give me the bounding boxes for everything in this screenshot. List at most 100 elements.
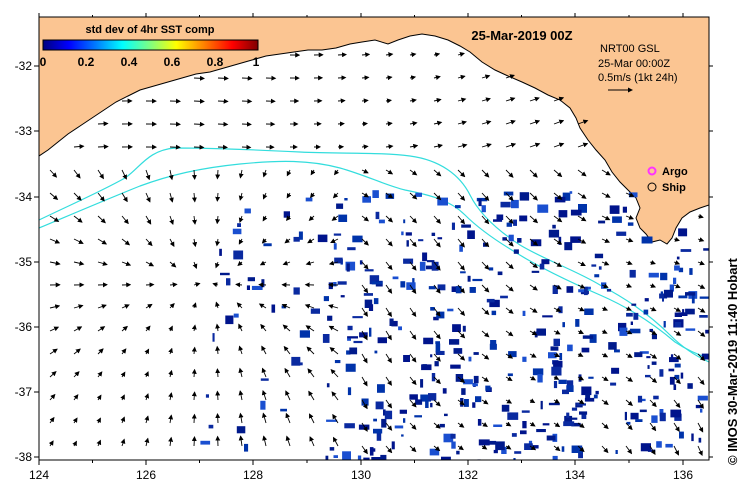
current-arrow [385, 169, 394, 175]
sst-patch [329, 447, 335, 451]
sst-patch [493, 219, 503, 222]
sst-patch [298, 231, 303, 240]
current-arrow [145, 169, 151, 181]
sst-patch [246, 285, 250, 290]
current-arrow [457, 261, 465, 271]
current-arrow [49, 393, 56, 401]
current-arrow [238, 412, 244, 424]
sst-patch [558, 306, 563, 314]
current-arrow [385, 52, 394, 58]
current-arrow [577, 215, 587, 222]
current-arrow [262, 435, 268, 447]
current-arrow [385, 215, 394, 223]
sst-patch [369, 327, 372, 337]
current-arrow [529, 238, 539, 246]
current-arrow [625, 283, 633, 288]
current-arrow [361, 98, 369, 104]
current-arrow [168, 369, 174, 378]
sst-patch [685, 292, 696, 296]
sst-patch [598, 220, 606, 224]
sst-patch [333, 233, 342, 236]
y-tick-label: -36 [15, 320, 33, 334]
current-arrow [144, 393, 150, 401]
sst-patch [548, 402, 560, 406]
current-arrows [48, 52, 706, 457]
sst-patch [503, 191, 514, 196]
sst-patch [391, 320, 398, 327]
sst-patch [513, 219, 517, 226]
sst-patch [546, 435, 556, 441]
current-arrow [193, 121, 205, 127]
sst-patch [455, 286, 462, 294]
current-arrow [553, 375, 560, 380]
sst-patch [608, 342, 617, 350]
sst-patch [451, 222, 455, 230]
current-arrow [433, 261, 441, 271]
current-arrow [481, 192, 490, 202]
sst-patch [363, 457, 370, 460]
current-arrow [457, 238, 465, 248]
sst-patch [508, 234, 514, 242]
current-arrow [481, 307, 490, 315]
sst-patch [553, 338, 560, 346]
current-arrow [529, 142, 541, 148]
sst-patch [659, 412, 666, 422]
sst-patch [237, 223, 241, 227]
sst-patch [598, 266, 602, 270]
current-arrow [144, 415, 150, 424]
sst-patch [472, 278, 483, 282]
current-arrow [553, 284, 562, 290]
current-arrow [169, 302, 175, 309]
sst-patch [226, 278, 231, 286]
current-arrow [505, 74, 515, 79]
sst-patch [380, 454, 387, 460]
current-arrow [601, 422, 609, 430]
current-arrow [673, 307, 682, 312]
sst-patch [460, 271, 466, 274]
sst-patch [629, 269, 636, 278]
current-arrow [215, 192, 221, 202]
current-arrow [308, 390, 315, 401]
current-arrow [529, 398, 536, 403]
current-arrow [73, 348, 81, 355]
current-arrow [361, 284, 369, 294]
sst-patch [399, 409, 407, 414]
current-arrow [649, 330, 657, 335]
sst-patch [581, 386, 592, 396]
current-arrow [385, 98, 392, 104]
current-arrow [238, 238, 244, 245]
sst-patch [670, 409, 682, 418]
current-arrow [145, 215, 152, 225]
sst-patch [481, 205, 486, 213]
sst-patch [689, 268, 693, 275]
current-arrow [169, 238, 175, 247]
sst-patch [660, 291, 663, 295]
sst-patch [485, 385, 491, 391]
sst-patch [467, 230, 475, 239]
current-arrow [433, 330, 441, 340]
current-arrow [49, 215, 60, 222]
sst-patch [637, 395, 643, 403]
current-arrow [97, 215, 106, 224]
current-arrow [49, 238, 61, 244]
current-arrow [361, 121, 368, 127]
sst-patch [511, 199, 519, 209]
sst-patch [593, 394, 598, 399]
sst-patch [497, 271, 503, 276]
sst-patch [342, 451, 351, 460]
sst-patch [419, 261, 426, 271]
sst-patch [673, 277, 677, 285]
sst-patch [420, 379, 424, 388]
sst-patch [609, 205, 620, 214]
colorbar-gradient [42, 39, 259, 51]
sst-patch [375, 401, 384, 410]
sst-patch [548, 352, 557, 359]
current-arrow [433, 75, 441, 80]
sst-patch [685, 308, 695, 315]
current-arrow [97, 169, 104, 180]
sst-patch [403, 258, 414, 264]
current-arrow [73, 238, 84, 244]
current-arrow [529, 353, 537, 358]
sst-patch [640, 443, 651, 452]
current-arrow [577, 306, 585, 312]
